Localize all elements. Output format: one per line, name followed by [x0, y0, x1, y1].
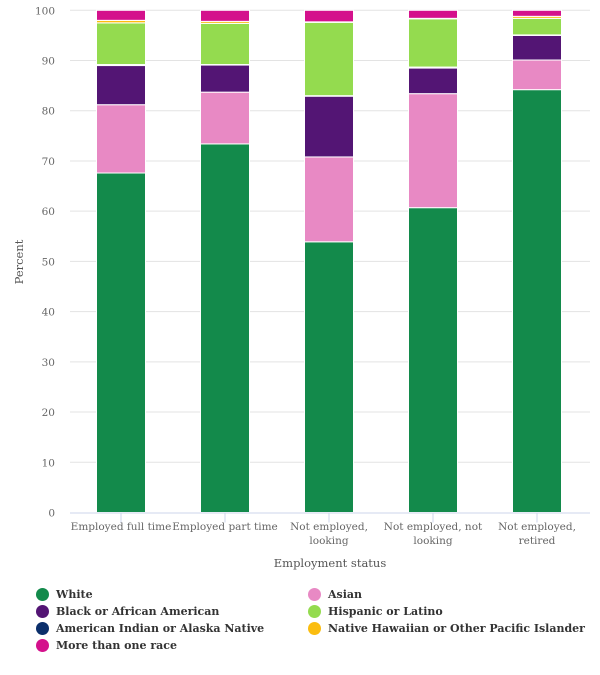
y-tick-label: 20 — [42, 407, 55, 419]
bar-segment-hispanic-or-latino[interactable] — [200, 22, 250, 66]
bar-segment-more-than-one-race[interactable] — [304, 9, 354, 23]
x-tick-label: Employed part time — [172, 521, 278, 533]
legend-swatch-icon — [308, 622, 321, 635]
y-tick-label: 10 — [42, 457, 55, 469]
legend-item-more-than-one-race[interactable]: More than one race — [36, 637, 177, 654]
x-tick-label: Not employed, not looking — [384, 521, 483, 547]
bar-segment-asian[interactable] — [512, 59, 562, 91]
bar-segment-hispanic-or-latino[interactable] — [304, 21, 354, 97]
legend-swatch-icon — [36, 639, 49, 652]
legend-swatch-icon — [36, 605, 49, 618]
legend-swatch-icon — [36, 588, 49, 601]
x-axis: Employed full time Employed part time Not … — [70, 512, 590, 547]
legend-swatch-icon — [308, 588, 321, 601]
legend-label: Native Hawaiian or Other Pacific Islande… — [328, 622, 585, 635]
bar-segment-white[interactable] — [512, 89, 562, 513]
legend-item-asian[interactable]: Asian — [308, 586, 362, 603]
bar-segment-hispanic-or-latino[interactable] — [408, 18, 458, 68]
bar-segment-asian[interactable] — [96, 104, 146, 174]
bar-segment-more-than-one-race[interactable] — [512, 9, 562, 17]
y-tick-label: 60 — [42, 206, 55, 218]
y-tick-label: 100 — [35, 5, 55, 17]
legend-item-black-or-african-american[interactable]: Black or African American — [36, 603, 219, 620]
legend-swatch-icon — [308, 605, 321, 618]
y-axis-title: Percent — [12, 239, 26, 284]
bar-segment-black-or-african-american[interactable] — [512, 34, 562, 61]
legend-label: Hispanic or Latino — [328, 605, 443, 618]
bar-segment-asian[interactable] — [304, 156, 354, 243]
bar-segment-more-than-one-race[interactable] — [408, 9, 458, 19]
bar-stack — [200, 9, 250, 513]
legend-item-white[interactable]: White — [36, 586, 93, 603]
y-axis-ticks: 0 10 20 30 40 50 60 70 80 90 100 — [35, 5, 55, 519]
bar-stack — [304, 9, 354, 513]
bars — [96, 9, 562, 514]
bar-segment-more-than-one-race[interactable] — [200, 9, 250, 22]
legend-label: Black or African American — [56, 605, 220, 618]
x-tick-label: Not employed, looking — [290, 521, 368, 547]
legend-label: Asian — [328, 588, 363, 601]
y-tick-label: 30 — [42, 357, 55, 369]
legend-label: White — [56, 588, 93, 601]
x-tick-label: Employed full time — [71, 521, 172, 533]
y-tick-label: 50 — [42, 256, 55, 268]
stacked-bar-chart: 0 10 20 30 40 50 60 70 80 90 100 Employed full tim… — [12, 5, 590, 570]
legend-swatch-icon — [36, 622, 49, 635]
bar-segment-white[interactable] — [200, 143, 250, 513]
bar-stack — [96, 9, 146, 514]
bar-segment-hispanic-or-latino[interactable] — [96, 22, 146, 66]
legend-item-american-indian-or-alaska-native[interactable]: American Indian or Alaska Native — [36, 620, 264, 637]
y-tick-label: 80 — [42, 106, 55, 118]
bar-segment-more-than-one-race[interactable] — [96, 9, 146, 21]
bar-segment-asian[interactable] — [200, 91, 250, 145]
bar-segment-white[interactable] — [408, 207, 458, 513]
bar-stack — [512, 9, 562, 513]
bar-stack — [408, 9, 458, 513]
bar-segment-asian[interactable] — [408, 93, 458, 209]
y-tick-label: 40 — [42, 307, 55, 319]
y-tick-label: 70 — [42, 156, 55, 168]
legend-item-hispanic-or-latino[interactable]: Hispanic or Latino — [308, 603, 443, 620]
x-axis-title: Employment status — [274, 556, 387, 570]
y-tick-label: 0 — [48, 508, 55, 520]
legend-label: American Indian or Alaska Native — [56, 622, 265, 635]
legend-label: More than one race — [56, 639, 177, 652]
y-tick-label: 90 — [42, 56, 55, 68]
bar-segment-black-or-african-american[interactable] — [200, 64, 250, 93]
bar-segment-white[interactable] — [304, 241, 354, 513]
bar-segment-black-or-african-american[interactable] — [304, 95, 354, 158]
bar-segment-white[interactable] — [96, 172, 146, 514]
bar-segment-black-or-african-american[interactable] — [96, 65, 146, 106]
bar-segment-hispanic-or-latino[interactable] — [512, 17, 562, 36]
x-tick-label: Not employed, retired — [498, 521, 576, 547]
bar-segment-black-or-african-american[interactable] — [408, 67, 458, 95]
legend-item-native-hawaiian-or-other-pacific-islander[interactable]: Native Hawaiian or Other Pacific Islande… — [308, 620, 585, 637]
